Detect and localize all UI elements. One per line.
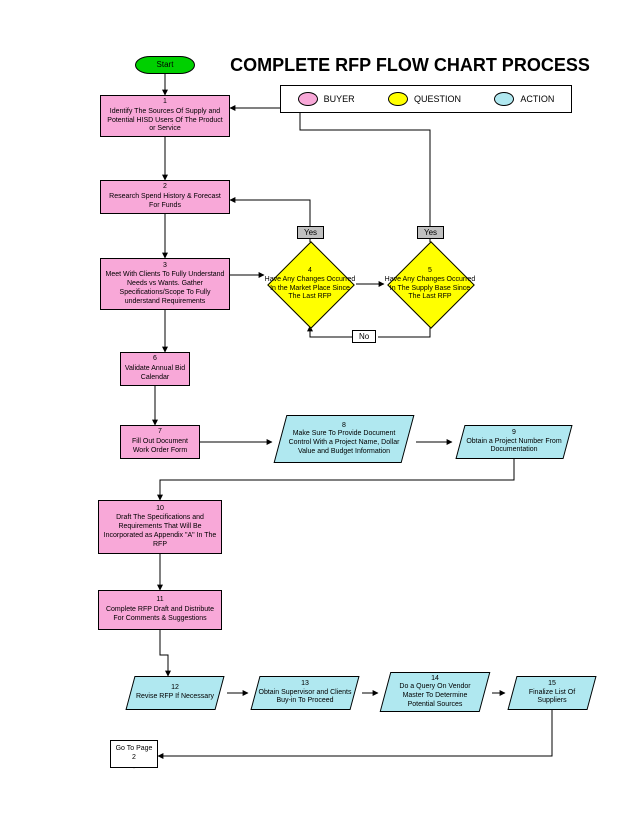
question-swatch: [388, 92, 408, 106]
node-n8-text: Make Sure To Provide Document Control Wi…: [283, 430, 405, 456]
node-n15-text: Finalize List Of Suppliers: [515, 689, 589, 707]
node-n13-text: Obtain Supervisor and Clients Buy-in To …: [258, 689, 352, 707]
node-n5-text-wrap: 5Have Any Changes Occurred In The Supply…: [384, 260, 476, 308]
node-n9: 9Obtain a Project Number From Documentat…: [460, 425, 568, 459]
node-n12-text: Revise RFP If Necessary: [136, 693, 214, 702]
node-n12-number: 12: [171, 684, 179, 693]
node-n14-text-wrap: 14Do a Query On Vendor Master To Determi…: [385, 672, 485, 712]
page-title: COMPLETE RFP FLOW CHART PROCESS: [230, 55, 590, 76]
buyer-swatch: [298, 92, 318, 106]
node-n10: 10Draft The Specifications and Requireme…: [98, 500, 222, 554]
legend-label-action: ACTION: [520, 94, 554, 104]
node-n9-text: Obtain a Project Number From Documentati…: [463, 438, 565, 456]
node-n4-number: 4: [308, 267, 312, 275]
node-n1-number: 1: [163, 98, 167, 107]
legend: BUYER QUESTION ACTION: [280, 85, 572, 113]
edge-20: [378, 326, 430, 337]
legend-item-buyer: BUYER: [298, 92, 355, 106]
node-n12-text-wrap: 12Revise RFP If Necessary: [130, 676, 220, 710]
node-n11-text: Complete RFP Draft and Distribute For Co…: [102, 606, 218, 624]
node-n4-text-wrap: 4Have Any Changes Occurred In the Market…: [264, 260, 356, 308]
node-n5-text: Have Any Changes Occurred In The Supply …: [384, 276, 476, 301]
node-n14-number: 14: [431, 675, 439, 684]
legend-item-question: QUESTION: [388, 92, 461, 106]
goto-page-2: Go To Page 2: [110, 740, 158, 768]
node-n3-text: Meet With Clients To Fully Understand Ne…: [104, 271, 226, 306]
legend-item-action: ACTION: [494, 92, 554, 106]
node-n6: 6Validate Annual Bid Calendar: [120, 352, 190, 386]
legend-label-question: QUESTION: [414, 94, 461, 104]
node-n7-number: 7: [158, 428, 162, 437]
node-n11-number: 11: [156, 596, 163, 605]
node-n3-number: 3: [163, 262, 167, 271]
node-n14-text: Do a Query On Vendor Master To Determine…: [388, 683, 482, 709]
node-n13: 13Obtain Supervisor and Clients Buy-in T…: [255, 676, 355, 710]
edge-9: [160, 630, 168, 676]
action-swatch: [494, 92, 514, 106]
edge-21: [310, 326, 352, 337]
label-yes4: Yes: [297, 226, 324, 239]
node-n7-text: Fill Out Document Work Order Form: [124, 438, 196, 456]
node-n3: 3Meet With Clients To Fully Understand N…: [100, 258, 230, 310]
label-no5: No: [352, 330, 376, 343]
node-n9-number: 9: [512, 429, 516, 438]
label-yes5: Yes: [417, 226, 444, 239]
node-n8-text-wrap: 8Make Sure To Provide Document Control W…: [280, 415, 408, 463]
node-n11: 11Complete RFP Draft and Distribute For …: [98, 590, 222, 630]
node-n1: 1Identify The Sources Of Supply and Pote…: [100, 95, 230, 137]
node-n8: 8Make Sure To Provide Document Control W…: [280, 415, 408, 463]
node-n1-text: Identify The Sources Of Supply and Poten…: [104, 108, 226, 134]
node-n2-text: Research Spend History & Forecast For Fu…: [104, 193, 226, 211]
node-n6-text: Validate Annual Bid Calendar: [124, 365, 186, 383]
node-n13-number: 13: [301, 680, 309, 689]
node-n2-number: 2: [163, 183, 167, 192]
node-n10-text: Draft The Specifications and Requirement…: [102, 514, 218, 549]
node-n15-number: 15: [548, 680, 556, 689]
edge-7: [160, 459, 514, 500]
start-node: Start: [135, 56, 195, 74]
node-n7: 7Fill Out Document Work Order Form: [120, 425, 200, 459]
node-n5-number: 5: [428, 267, 432, 275]
node-n4-text: Have Any Changes Occurred In the Market …: [264, 276, 356, 301]
node-n15-text-wrap: 15Finalize List Of Suppliers: [512, 676, 592, 710]
node-n14: 14Do a Query On Vendor Master To Determi…: [385, 672, 485, 712]
legend-label-buyer: BUYER: [324, 94, 355, 104]
edge-18: [300, 108, 430, 242]
node-n6-number: 6: [153, 355, 157, 364]
node-n9-text-wrap: 9Obtain a Project Number From Documentat…: [460, 425, 568, 459]
node-n12: 12Revise RFP If Necessary: [130, 676, 220, 710]
node-n2: 2Research Spend History & Forecast For F…: [100, 180, 230, 214]
node-n10-number: 10: [156, 505, 164, 514]
node-n8-number: 8: [342, 422, 346, 431]
node-n13-text-wrap: 13Obtain Supervisor and Clients Buy-in T…: [255, 676, 355, 710]
edge-13: [158, 710, 552, 756]
node-n15: 15Finalize List Of Suppliers: [512, 676, 592, 710]
